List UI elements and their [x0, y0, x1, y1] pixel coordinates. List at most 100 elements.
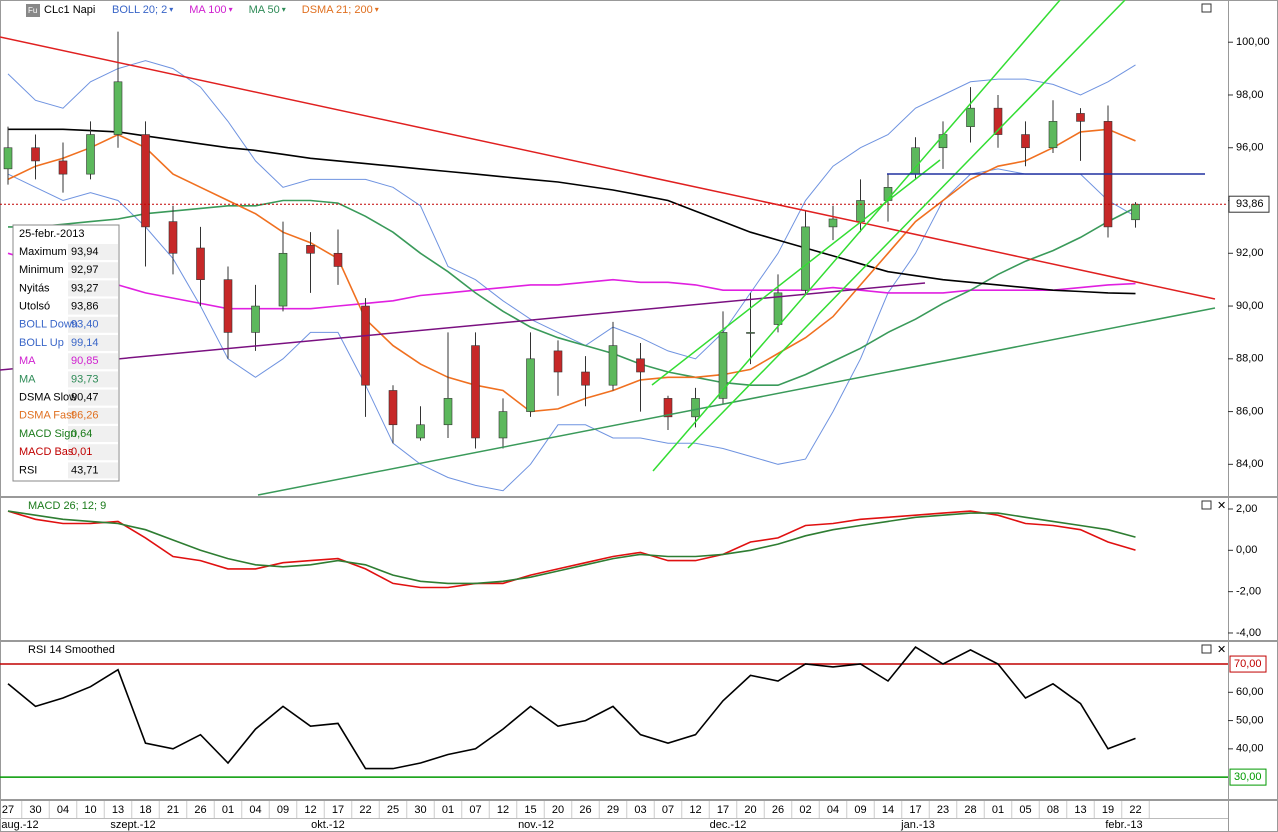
- close-button[interactable]: ✕: [1217, 644, 1226, 656]
- info-value-bg: [68, 426, 118, 442]
- maximize-button[interactable]: [1201, 3, 1212, 13]
- indicator-label[interactable]: BOLL 20; 2: [112, 4, 167, 16]
- info-label: BOLL Up: [19, 337, 64, 349]
- x-tick-label: 08: [1047, 804, 1059, 816]
- info-value: 96,26: [71, 410, 99, 422]
- x-tick-label: 09: [277, 804, 289, 816]
- candle-body: [663, 398, 673, 418]
- month-label: nov.-12: [518, 819, 554, 831]
- level-label: 70,00: [1234, 658, 1262, 670]
- level-label: 30,00: [1234, 771, 1262, 783]
- x-tick-label: 27: [2, 804, 14, 816]
- month-label: jan.-13: [900, 819, 935, 831]
- y-tick-label: 88,00: [1236, 353, 1264, 365]
- macd-title[interactable]: MACD 26; 12; 9: [28, 500, 106, 512]
- candle-body: [251, 305, 260, 333]
- x-tick-label: 01: [222, 804, 234, 816]
- candle-body: [113, 81, 123, 135]
- x-tick-label: 28: [964, 804, 976, 816]
- info-label: MA: [19, 373, 36, 385]
- rsi-title[interactable]: RSI 14 Smoothed: [28, 644, 115, 656]
- indicator-line: [8, 128, 1136, 295]
- trend-line: [0, 282, 926, 371]
- indicator-menu: ▾: [229, 5, 233, 14]
- level-box: [1229, 655, 1267, 673]
- month-label: febr.-13: [1105, 819, 1142, 831]
- maximize-button[interactable]: [1201, 644, 1212, 654]
- info-value: 93,73: [71, 373, 99, 385]
- candle-body: [553, 350, 563, 373]
- info-value: 90,47: [71, 392, 99, 404]
- info-date: 25-febr.-2013: [19, 228, 84, 240]
- window-buttons: ✕ ✕: [1201, 3, 1226, 656]
- x-tick-label: 13: [1074, 804, 1086, 816]
- info-value: 93,27: [71, 282, 99, 294]
- x-tick-label: 26: [194, 804, 206, 816]
- info-label: BOLL Down: [19, 319, 78, 331]
- indicator-line: [7, 252, 1136, 310]
- info-value-bg: [68, 462, 118, 479]
- indicator-label[interactable]: MA 50: [249, 4, 280, 16]
- info-value-bg: [68, 444, 118, 461]
- info-label: MACD Bas: [19, 446, 74, 458]
- x-tick-label: 20: [552, 804, 564, 816]
- candle-body: [608, 345, 618, 386]
- info-value: 93,94: [71, 246, 99, 258]
- trend-lines: [0, 0, 1216, 496]
- y-tick-label: 90,00: [1236, 300, 1264, 312]
- candle-body: [141, 134, 150, 228]
- info-value-bg: [68, 316, 118, 333]
- x-tick-label: 03: [634, 804, 646, 816]
- x-tick-label: 18: [139, 804, 151, 816]
- x-tick-label: 05: [1019, 804, 1031, 816]
- indicator-label[interactable]: DSMA 21; 200: [302, 4, 373, 16]
- candle-body: [801, 226, 810, 291]
- indicator-line: [7, 510, 1136, 589]
- candle-body: [31, 147, 40, 162]
- info-label: RSI: [19, 464, 37, 476]
- indicator-line: [7, 60, 1136, 360]
- close-button[interactable]: ✕: [1217, 500, 1226, 512]
- candle-body: [828, 218, 838, 228]
- indicator-line: [7, 646, 1136, 770]
- info-label: DSMA Fast: [19, 410, 75, 422]
- info-label: Maximum: [19, 246, 67, 258]
- indicator-menu: ▾: [282, 5, 286, 14]
- candle-body: [1021, 134, 1030, 149]
- candle-body: [993, 107, 1003, 135]
- y-tick-label: 86,00: [1236, 405, 1264, 417]
- candle-body: [746, 332, 755, 334]
- indicator-line: [7, 128, 1136, 413]
- candle-body: [223, 279, 233, 333]
- x-tick-label: 26: [772, 804, 784, 816]
- channel-line: [652, 0, 1061, 472]
- y-tick-label: 100,00: [1236, 36, 1270, 48]
- info-value-bg: [68, 389, 118, 406]
- symbol[interactable]: CLc1 Napi: [44, 4, 95, 16]
- maximize-button[interactable]: [1201, 500, 1212, 510]
- x-tick-label: 12: [689, 804, 701, 816]
- x-tick-label: 04: [249, 804, 261, 816]
- x-tick-label: 07: [469, 804, 481, 816]
- x-tick-label: 13: [112, 804, 124, 816]
- last-price-box: [1228, 195, 1270, 213]
- info-value: 43,71: [71, 464, 99, 476]
- y-tick-label: 50,00: [1236, 714, 1264, 726]
- symbol-icon[interactable]: [26, 4, 40, 17]
- x-tick-label: 21: [167, 804, 179, 816]
- candle-body: [581, 371, 590, 386]
- month-label: dec.-12: [710, 819, 747, 831]
- info-value-bg: [68, 407, 118, 424]
- candle-body: [306, 245, 315, 254]
- info-value-bg: [68, 371, 118, 388]
- candle-body: [471, 345, 480, 439]
- info-label: Nyitás: [19, 282, 50, 294]
- x-tick-label: 26: [579, 804, 591, 816]
- indicator-label[interactable]: MA 100: [189, 4, 226, 16]
- y-tick-label: 40,00: [1236, 743, 1264, 755]
- candle-body: [526, 358, 535, 412]
- info-value-bg: [68, 353, 118, 370]
- x-tick-label: 22: [359, 804, 371, 816]
- info-value-bg: [68, 280, 118, 297]
